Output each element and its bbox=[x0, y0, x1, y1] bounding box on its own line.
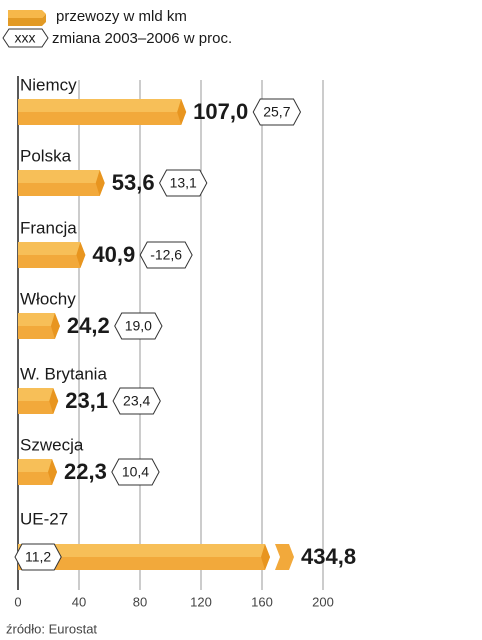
bar bbox=[18, 99, 187, 125]
change-badge bbox=[111, 458, 160, 486]
bar-end bbox=[48, 459, 58, 485]
value-label: 40,9 bbox=[92, 242, 135, 267]
value-label: 107,0 bbox=[193, 99, 248, 124]
x-tick-label: 80 bbox=[133, 594, 147, 609]
bar-top bbox=[18, 99, 187, 112]
bar-end bbox=[49, 388, 59, 414]
change-badge bbox=[14, 543, 62, 571]
value-label: 53,6 bbox=[112, 170, 155, 195]
x-tick-label: 0 bbox=[14, 594, 21, 609]
x-tick-label: 200 bbox=[312, 594, 334, 609]
x-tick-label: 120 bbox=[190, 594, 212, 609]
bar-bottom bbox=[18, 557, 270, 570]
change-badge bbox=[252, 98, 302, 126]
change-badge bbox=[114, 312, 163, 340]
change-label: 25,7 bbox=[263, 104, 290, 120]
bar-bottom bbox=[18, 472, 58, 485]
change-label: 19,0 bbox=[125, 318, 152, 334]
bar bbox=[18, 313, 60, 339]
change-label: 23,4 bbox=[123, 393, 150, 409]
bar bbox=[18, 242, 86, 268]
value-label: 23,1 bbox=[65, 388, 108, 413]
value-label: 434,8 bbox=[301, 544, 356, 569]
legend-label: przewozy w mld km bbox=[56, 8, 187, 25]
bar-bottom bbox=[18, 255, 86, 268]
category-label: W. Brytania bbox=[20, 364, 107, 383]
bar-end bbox=[76, 242, 86, 268]
legend-swatch bbox=[8, 14, 46, 26]
category-label: Szwecja bbox=[20, 435, 84, 454]
legend-swatch bbox=[8, 10, 46, 18]
category-label: Francja bbox=[20, 218, 77, 237]
bar-top bbox=[18, 459, 58, 472]
bar-bottom bbox=[18, 112, 187, 125]
bar-top bbox=[18, 242, 86, 255]
category-label: Włochy bbox=[20, 289, 76, 308]
bar-bottom bbox=[18, 183, 105, 196]
x-tick-label: 40 bbox=[72, 594, 86, 609]
bar-bottom bbox=[18, 401, 59, 414]
legend: przewozy w mld km xxx zmiana 2003–2006 w… bbox=[2, 8, 232, 48]
bar bbox=[18, 170, 105, 196]
value-label: 22,3 bbox=[64, 459, 107, 484]
bar-end bbox=[177, 99, 187, 125]
value-label: 24,2 bbox=[67, 313, 110, 338]
bar-end bbox=[50, 313, 60, 339]
change-label: 11,2 bbox=[25, 549, 51, 565]
legend-label: zmiana 2003–2006 w proc. bbox=[52, 30, 232, 47]
change-badge bbox=[159, 169, 208, 197]
x-tick-label: 160 bbox=[251, 594, 273, 609]
bar-end bbox=[95, 170, 105, 196]
legend-symbol: xxx bbox=[15, 30, 36, 46]
change-badge bbox=[112, 387, 161, 415]
change-label: 10,4 bbox=[122, 464, 149, 480]
change-badge bbox=[139, 241, 193, 269]
category-label: Polska bbox=[20, 146, 72, 165]
bar bbox=[18, 459, 58, 485]
bar-top bbox=[18, 388, 59, 401]
bar-top bbox=[18, 544, 270, 557]
category-label: UE-27 bbox=[20, 509, 68, 528]
bar-top bbox=[18, 170, 105, 183]
change-label: -12,6 bbox=[150, 247, 182, 263]
bar-top bbox=[18, 313, 60, 326]
change-label: 13,1 bbox=[170, 175, 197, 191]
source: źródło: Eurostat bbox=[6, 621, 97, 636]
bar-end bbox=[261, 544, 270, 570]
legend-hexagon bbox=[2, 28, 49, 48]
bar bbox=[18, 388, 59, 414]
bar-bottom bbox=[18, 326, 60, 339]
bar-break-piece bbox=[275, 544, 294, 570]
bar bbox=[18, 544, 294, 570]
category-label: Niemcy bbox=[20, 75, 77, 94]
